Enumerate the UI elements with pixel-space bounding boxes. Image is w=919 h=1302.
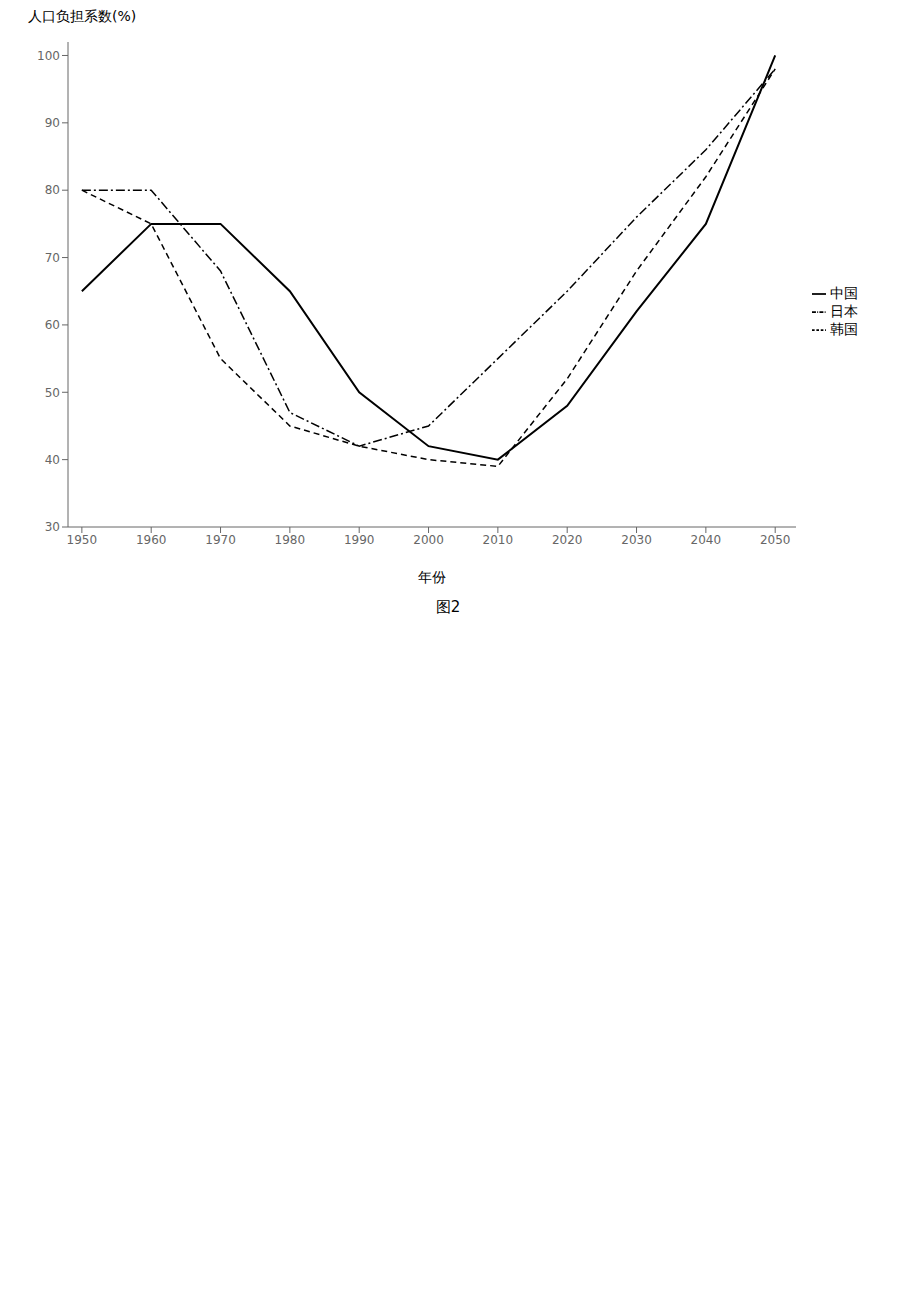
html-text:图2: 图2 — [435, 598, 461, 616]
html-text:韩国: 韩国 — [830, 321, 858, 337]
svg-text:80: 80 — [45, 183, 60, 197]
svg-text:40: 40 — [45, 453, 60, 467]
svg-text:70: 70 — [45, 251, 60, 265]
svg-text:1960: 1960 — [136, 533, 167, 547]
svg-text:2050: 2050 — [760, 533, 791, 547]
svg-text:2000: 2000 — [413, 533, 444, 547]
svg-text:30: 30 — [45, 520, 60, 534]
svg-text:1970: 1970 — [205, 533, 236, 547]
svg-text:1990: 1990 — [344, 533, 375, 547]
html-text:中国: 中国 — [830, 285, 858, 301]
svg-text:50: 50 — [45, 386, 60, 400]
svg-text:90: 90 — [45, 116, 60, 130]
html-text:人口负担系数(%): 人口负担系数(%) — [28, 8, 137, 24]
svg-text:年份: 年份 — [418, 569, 446, 585]
svg-text:2030: 2030 — [621, 533, 652, 547]
svg-text:1980: 1980 — [275, 533, 306, 547]
svg-text:1950: 1950 — [67, 533, 98, 547]
html-text:日本: 日本 — [830, 303, 858, 319]
svg-text:2010: 2010 — [483, 533, 514, 547]
svg-text:2040: 2040 — [691, 533, 722, 547]
svg-text:2020: 2020 — [552, 533, 583, 547]
svg-text:60: 60 — [45, 318, 60, 332]
svg-text:100: 100 — [37, 49, 60, 63]
